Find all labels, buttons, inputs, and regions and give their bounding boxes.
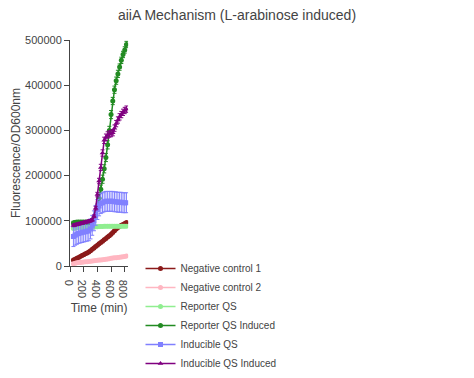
svg-text:200000: 200000 xyxy=(25,169,62,181)
svg-text:400: 400 xyxy=(90,280,102,298)
svg-text:Inducible QS Induced: Inducible QS Induced xyxy=(181,358,277,369)
svg-text:Time (min): Time (min) xyxy=(71,301,128,315)
svg-text:0: 0 xyxy=(63,280,75,286)
svg-text:800: 800 xyxy=(117,280,129,298)
svg-text:Fluorescence/OD600nm: Fluorescence/OD600nm xyxy=(9,88,23,218)
svg-text:0: 0 xyxy=(56,260,62,272)
svg-text:Negative control 1: Negative control 1 xyxy=(181,263,262,274)
svg-text:aiiA Mechanism (L-arabinose in: aiiA Mechanism (L-arabinose induced) xyxy=(118,7,356,23)
svg-text:200: 200 xyxy=(76,280,88,298)
svg-text:500000: 500000 xyxy=(25,34,62,46)
svg-text:100000: 100000 xyxy=(25,215,62,227)
svg-text:Inducible QS: Inducible QS xyxy=(181,339,239,350)
svg-text:400000: 400000 xyxy=(25,79,62,91)
svg-text:Negative control 2: Negative control 2 xyxy=(181,282,262,293)
svg-text:Reporter QS: Reporter QS xyxy=(181,301,237,312)
svg-text:300000: 300000 xyxy=(25,124,62,136)
svg-text:Reporter QS Induced: Reporter QS Induced xyxy=(181,320,276,331)
svg-text:600: 600 xyxy=(104,280,116,298)
